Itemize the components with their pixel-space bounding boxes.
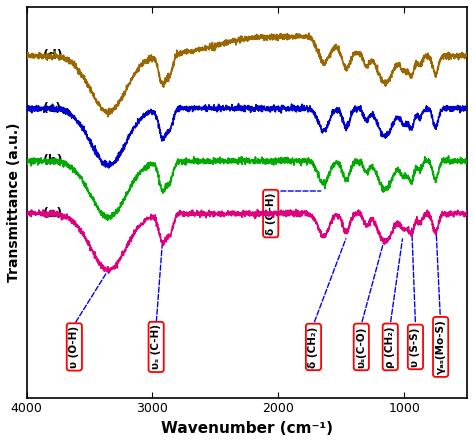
Text: υₛ(C-O): υₛ(C-O): [356, 326, 366, 368]
Text: (d): (d): [43, 49, 64, 62]
Text: γₐₛ(Mo-S): γₐₛ(Mo-S): [436, 319, 446, 374]
Text: δ (O-H): δ (O-H): [266, 192, 276, 235]
Text: (c): (c): [43, 102, 62, 115]
Y-axis label: Transmittance (a.u.): Transmittance (a.u.): [7, 123, 21, 282]
X-axis label: Wavenumber (cm⁻¹): Wavenumber (cm⁻¹): [161, 421, 333, 436]
Text: υ (S-S): υ (S-S): [410, 327, 420, 367]
Text: δ (CH₂): δ (CH₂): [309, 326, 319, 368]
Text: (b): (b): [43, 155, 64, 167]
Text: υₛ (C-H): υₛ (C-H): [151, 324, 161, 369]
Text: υ (O-H): υ (O-H): [69, 326, 79, 368]
Text: ρ (CH₂): ρ (CH₂): [385, 326, 395, 368]
Text: (a): (a): [43, 207, 63, 220]
